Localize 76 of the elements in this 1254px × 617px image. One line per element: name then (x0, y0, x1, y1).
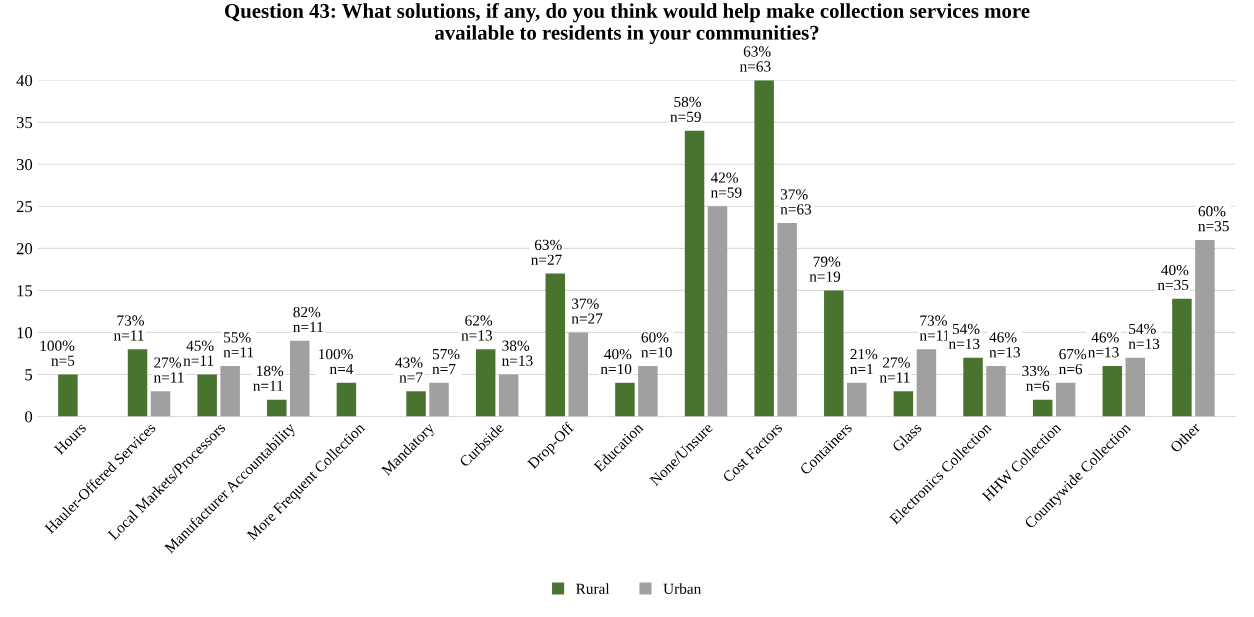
y-tick-label: 40 (16, 74, 33, 87)
annotation: 73% n=11 (919, 315, 950, 341)
bar (777, 223, 797, 417)
annotation: 67% n=6 (1059, 348, 1087, 375)
annotation: 27% n=11 (879, 357, 910, 383)
chart-title: Question 43: What solutions, if any, do you think would help make collection services more available to residents in your communities? (225, 3, 1030, 45)
annotation: 37% n=27 (571, 298, 603, 324)
bar (1055, 382, 1076, 417)
bar (197, 374, 217, 417)
annotation: 37% n=63 (780, 189, 812, 215)
annotation: 43% n=7 (395, 357, 423, 383)
annotation: 63% n=63 (739, 46, 771, 72)
bar (707, 206, 728, 417)
bar (290, 340, 310, 417)
annotation: 55% n=11 (223, 332, 254, 358)
annotation: 21% n=1 (850, 348, 878, 375)
bar (638, 366, 658, 417)
bar (1172, 298, 1192, 417)
y-tick-label: 0 (25, 411, 33, 423)
bar (916, 349, 937, 417)
bar (58, 374, 78, 417)
bar (336, 382, 357, 417)
annotation: 60% n=35 (1198, 206, 1229, 232)
annotation: 18% n=11 (253, 365, 284, 391)
annotation: 54% n=13 (1128, 323, 1160, 349)
annotation: 73% n=11 (113, 315, 144, 341)
bar (986, 366, 1006, 417)
bar (893, 391, 914, 417)
annotation: 40% n=10 (600, 348, 632, 375)
bar (220, 366, 240, 417)
annotation: 58% n=59 (670, 96, 701, 122)
bar (1102, 366, 1123, 417)
y-tick-label: 10 (17, 327, 33, 339)
annotation: 42% n=59 (710, 172, 742, 198)
y-tick-label: 25 (16, 201, 33, 213)
y-tick-label: 20 (16, 243, 33, 255)
y-tick-label: 5 (25, 369, 33, 381)
bar (406, 391, 426, 417)
bar (429, 382, 449, 417)
annotation: 100% n=5 (40, 340, 75, 366)
bar (127, 349, 148, 417)
bar (150, 391, 171, 417)
bar (1032, 399, 1053, 417)
legend-label: Urban (663, 583, 702, 594)
annotation: 57% n=7 (432, 348, 460, 375)
annotation: 33% n=6 (1022, 365, 1050, 391)
annotation: 60% n=10 (641, 332, 672, 358)
bar (963, 357, 983, 417)
bar (1195, 239, 1215, 417)
bar (615, 382, 635, 417)
annotation: 38% n=13 (502, 340, 533, 366)
bar (498, 374, 519, 417)
bar (545, 273, 566, 417)
y-tick-label: 30 (16, 158, 33, 171)
legend-label: Rural (576, 583, 610, 594)
bar (754, 80, 774, 417)
annotation: 62% n=13 (461, 315, 493, 341)
annotation: 82% n=11 (293, 306, 323, 333)
annotation: 100% n=4 (319, 348, 354, 375)
annotation: 45% n=11 (183, 340, 214, 366)
bar (847, 382, 867, 417)
annotation: 79% n=19 (809, 256, 841, 282)
bar (824, 290, 844, 417)
bar (267, 399, 287, 417)
y-tick-label: 35 (16, 116, 33, 129)
bar (1125, 357, 1146, 417)
annotation: 40% n=35 (1157, 264, 1189, 291)
bar (475, 349, 496, 417)
annotation: 46% n=13 (1088, 332, 1119, 358)
y-tick-label: 15 (17, 285, 33, 297)
annotation: 63% n=27 (531, 239, 562, 265)
bar (684, 130, 705, 417)
annotation: 46% n=13 (989, 332, 1020, 358)
bar (568, 332, 589, 417)
annotation: 27% n=11 (153, 357, 184, 383)
annotation: 54% n=13 (948, 323, 980, 349)
